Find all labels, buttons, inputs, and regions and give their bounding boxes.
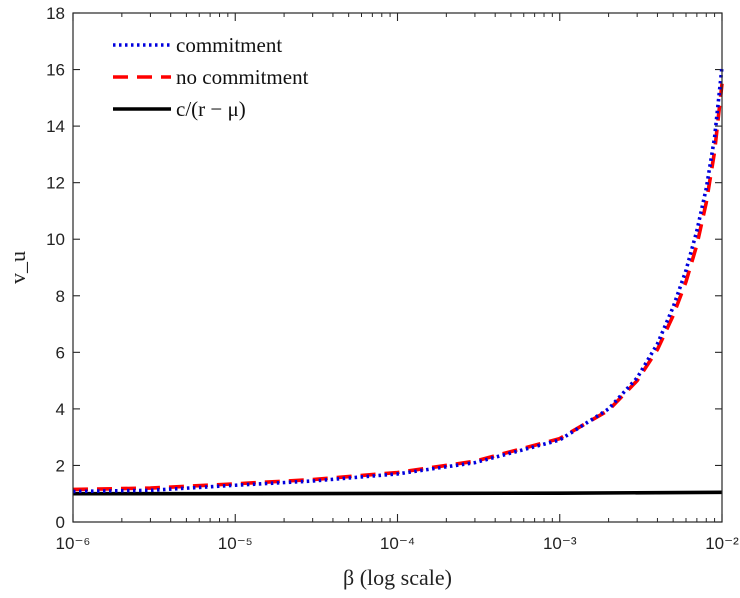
y-tick-label: 6 (56, 343, 65, 362)
y-tick-label: 4 (56, 400, 65, 419)
y-axis-label: v_u (5, 251, 30, 284)
y-tick-label: 18 (46, 4, 65, 23)
series-line-0 (72, 66, 724, 494)
legend: commitment no commitment c/(r − μ) (113, 33, 309, 121)
x-tick-label: 10⁻⁶ (56, 534, 91, 553)
x-axis-label: β (log scale) (343, 565, 452, 590)
series-layer (72, 66, 724, 496)
plot-area-frame (72, 12, 723, 523)
x-tick-label: 10⁻⁴ (380, 534, 415, 553)
series-line-2 (73, 490, 723, 496)
legend-label-1: no commitment (176, 65, 309, 89)
legend-label-0: commitment (176, 33, 282, 57)
ticks-layer: 0 2 4 6 8 10 12 14 16 18 10⁻⁶ 10⁻⁵ 10⁻⁴ 10⁻³ 10⁻² (46, 4, 739, 553)
y-tick-label: 16 (46, 61, 65, 80)
x-tick-label: 10⁻³ (543, 534, 577, 553)
legend-label-2: c/(r − μ) (176, 97, 246, 121)
y-tick-label: 10 (46, 230, 65, 249)
x-tick-label: 10⁻⁵ (218, 534, 253, 553)
y-tick-label: 2 (56, 456, 65, 475)
y-tick-label: 14 (46, 117, 65, 136)
x-tick-label: 10⁻² (705, 534, 739, 553)
y-tick-label: 8 (56, 287, 65, 306)
y-tick-label: 12 (46, 174, 65, 193)
y-tick-label: 0 (56, 513, 65, 532)
series-line-1 (72, 83, 724, 492)
